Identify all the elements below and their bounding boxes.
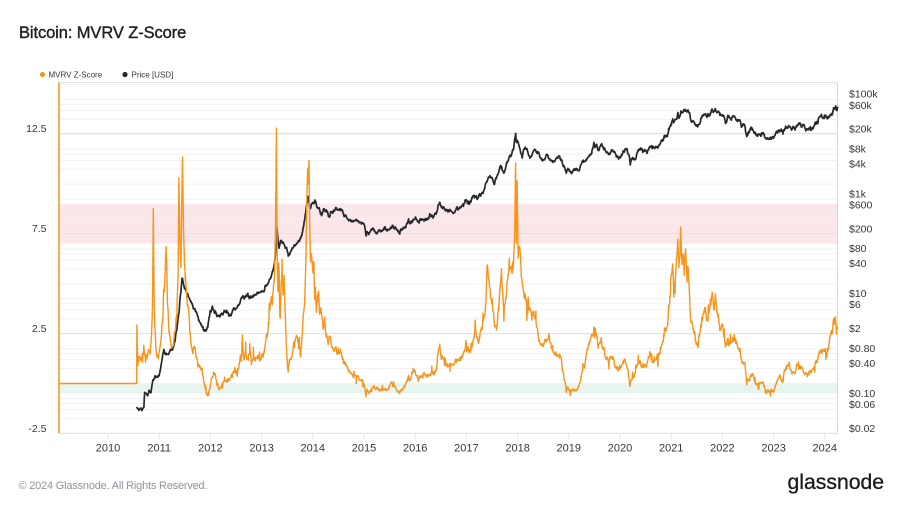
svg-text:2010: 2010 <box>96 443 120 455</box>
svg-text:$8k: $8k <box>849 143 867 155</box>
svg-text:$100k: $100k <box>849 89 878 101</box>
svg-text:2018: 2018 <box>505 443 529 455</box>
svg-text:12.5: 12.5 <box>26 123 47 135</box>
svg-text:$6: $6 <box>849 299 861 311</box>
svg-text:2016: 2016 <box>403 443 427 455</box>
svg-text:2015: 2015 <box>352 443 376 455</box>
svg-text:2.5: 2.5 <box>32 323 47 335</box>
svg-text:2017: 2017 <box>454 443 478 455</box>
svg-text:$200: $200 <box>849 223 873 235</box>
svg-text:-2.5: -2.5 <box>28 423 46 435</box>
svg-text:$80: $80 <box>849 243 867 255</box>
svg-text:2021: 2021 <box>659 443 683 455</box>
svg-text:2012: 2012 <box>198 443 222 455</box>
svg-text:2024: 2024 <box>813 443 837 455</box>
svg-text:2011: 2011 <box>147 443 171 455</box>
svg-text:MVRV Z-Score: MVRV Z-Score <box>49 71 103 80</box>
svg-text:$2: $2 <box>849 323 861 335</box>
svg-text:$0.02: $0.02 <box>849 423 875 435</box>
svg-text:$0.06: $0.06 <box>849 399 875 411</box>
svg-text:$0.10: $0.10 <box>849 388 875 400</box>
svg-text:$60k: $60k <box>849 100 873 112</box>
svg-text:2013: 2013 <box>249 443 273 455</box>
svg-text:$0.40: $0.40 <box>849 358 875 370</box>
svg-text:$0.80: $0.80 <box>849 343 875 355</box>
svg-text:$20k: $20k <box>849 124 873 136</box>
svg-text:$600: $600 <box>849 200 873 212</box>
svg-text:2023: 2023 <box>761 443 785 455</box>
svg-text:$1k: $1k <box>849 188 867 200</box>
svg-text:2019: 2019 <box>557 443 581 455</box>
svg-text:$10: $10 <box>849 288 867 300</box>
svg-text:Price [USD]: Price [USD] <box>132 71 174 80</box>
svg-text:2020: 2020 <box>608 443 632 455</box>
svg-text:$40: $40 <box>849 258 867 270</box>
svg-text:7.5: 7.5 <box>32 223 47 235</box>
svg-text:2022: 2022 <box>710 443 734 455</box>
svg-text:2014: 2014 <box>301 443 325 455</box>
svg-text:$4k: $4k <box>849 158 867 170</box>
